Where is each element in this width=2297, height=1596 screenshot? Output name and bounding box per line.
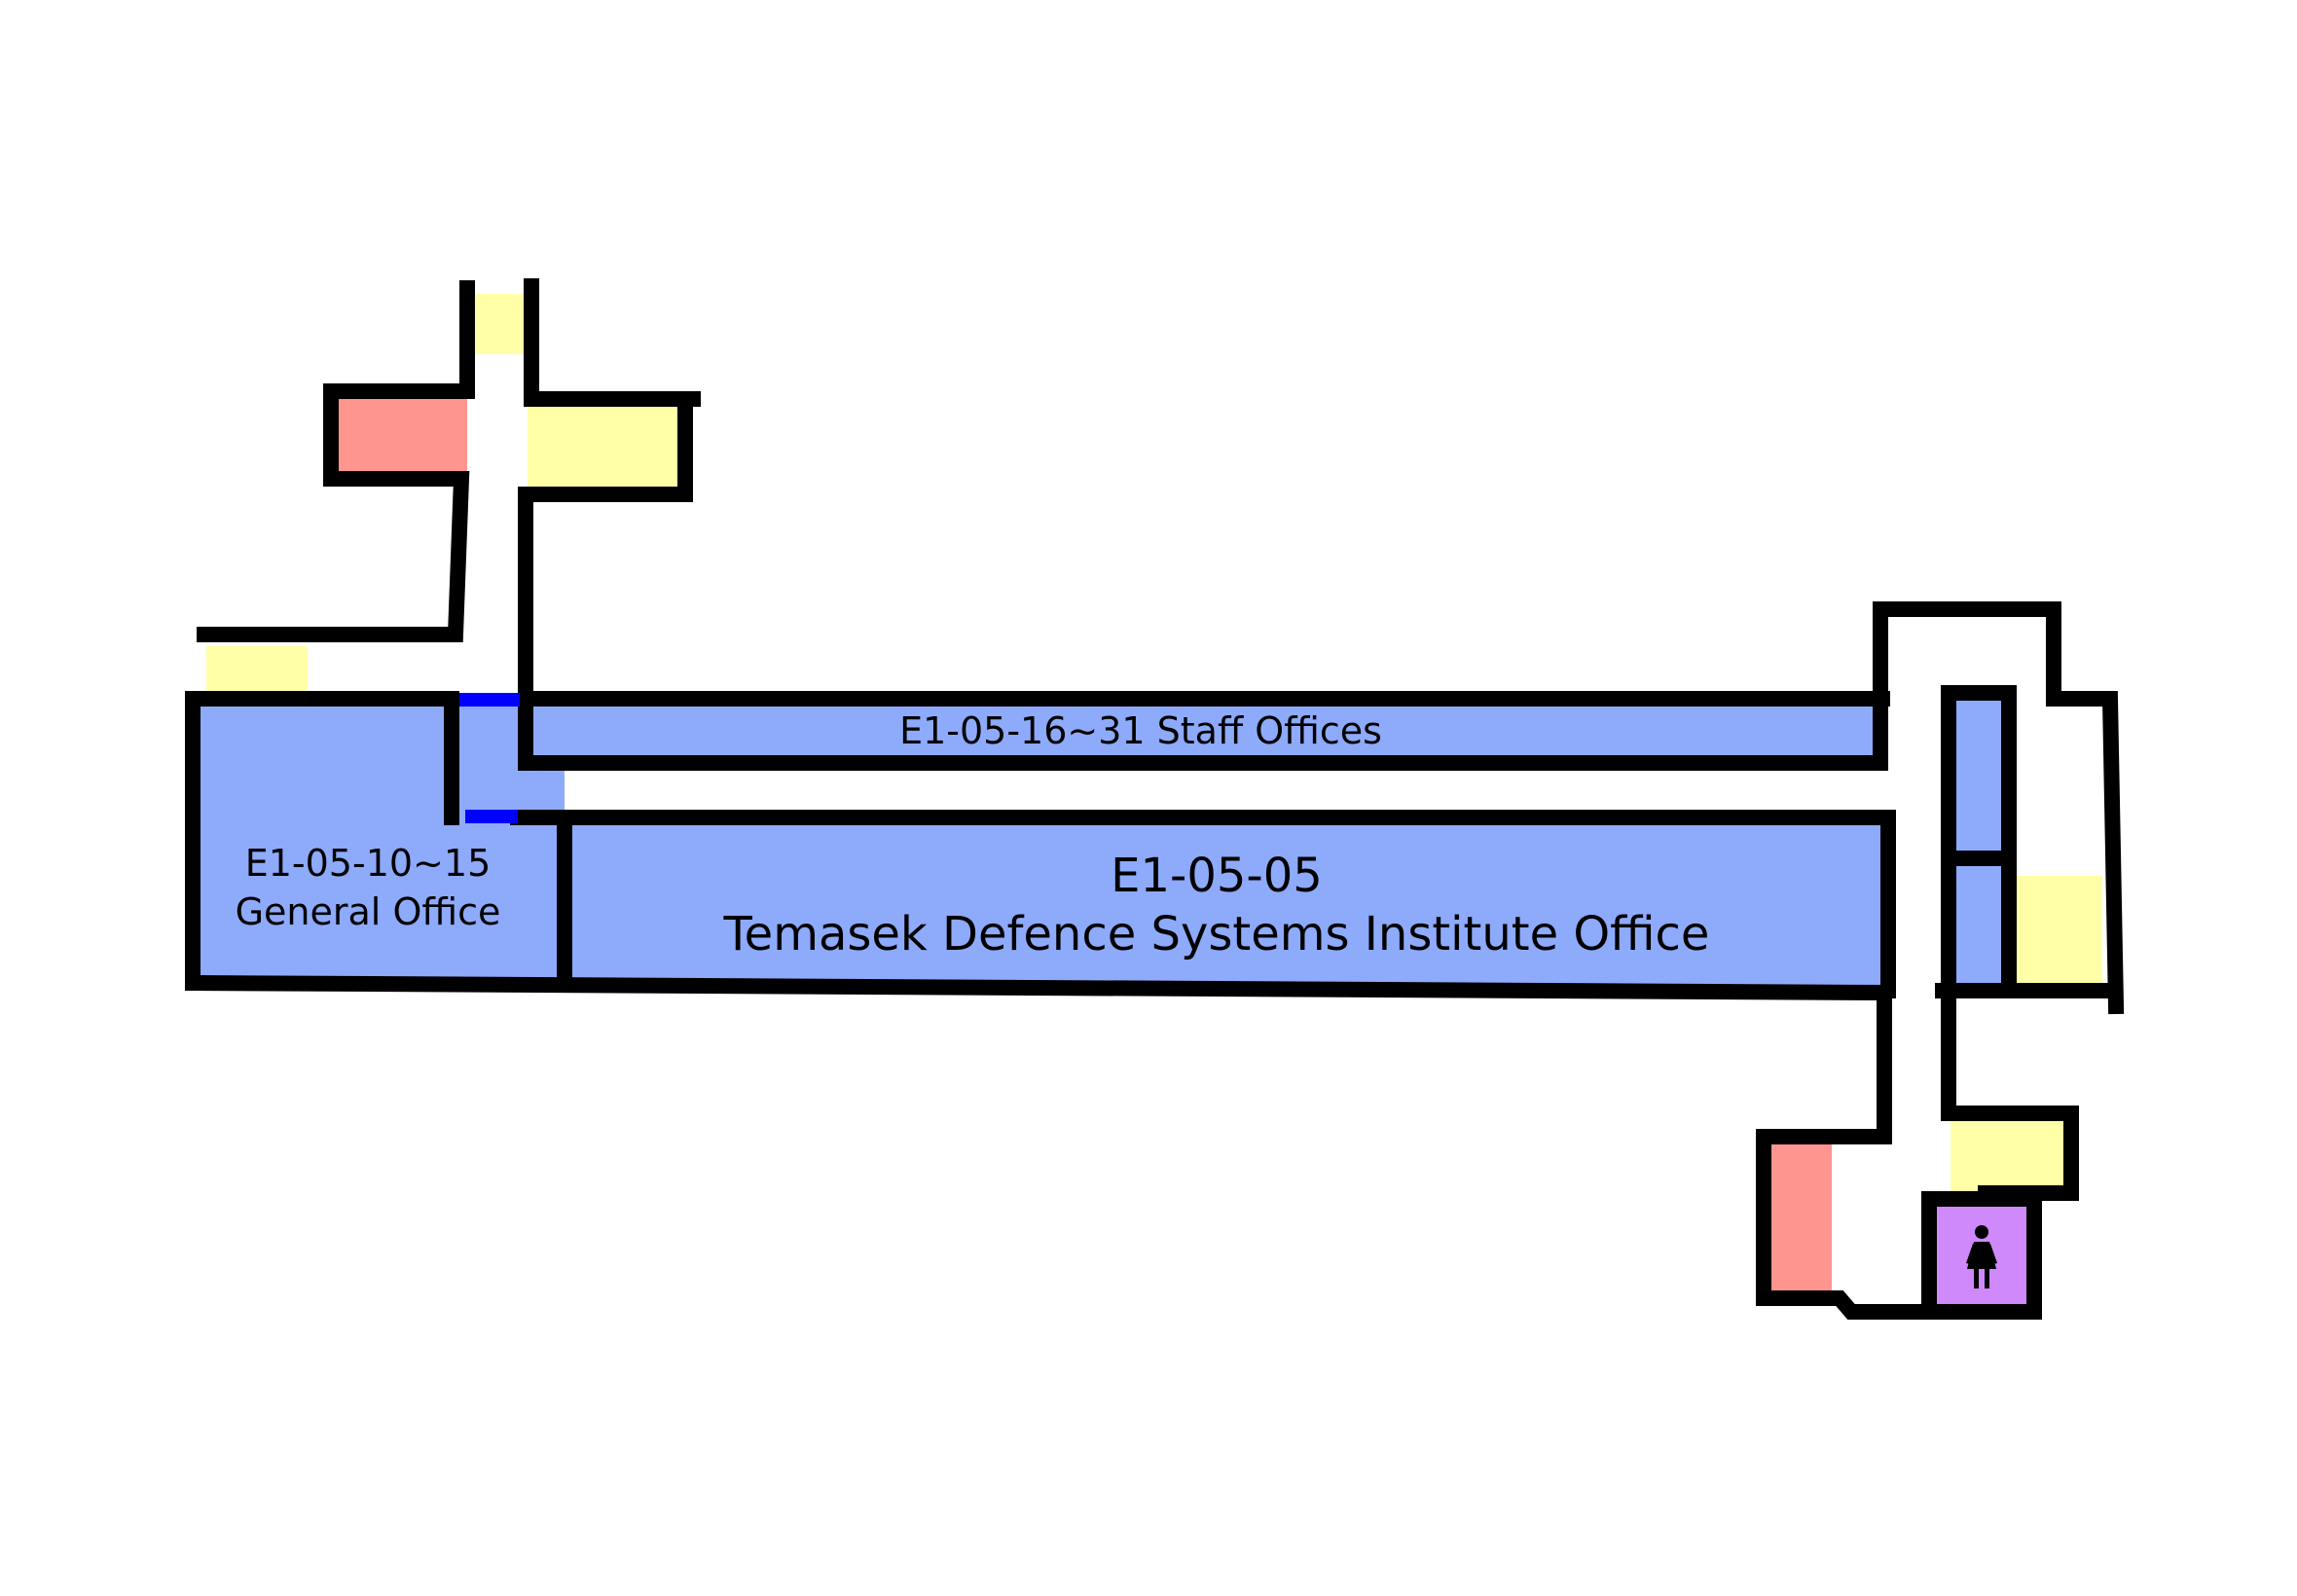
door-general-office[interactable] <box>465 810 518 823</box>
staff-offices-room[interactable] <box>526 701 1878 759</box>
institute-office-room[interactable] <box>565 817 1880 985</box>
door-staff-offices[interactable] <box>459 693 520 707</box>
institute-office-name: Temasek Defence Systems Institute Office <box>723 907 1710 961</box>
stairs-right <box>2015 876 2102 985</box>
service-room-upper <box>337 393 467 479</box>
staff-offices-label: E1-05-16~31 Staff Offices <box>899 709 1382 752</box>
right-office-lower[interactable] <box>1949 862 2009 989</box>
right-office-upper[interactable] <box>1949 693 2009 858</box>
general-office-number: E1-05-10~15 <box>245 842 492 885</box>
stairs-upper-right <box>528 407 683 490</box>
stairs-top <box>475 294 528 354</box>
stairs-lower-right <box>1951 1121 2067 1193</box>
walls <box>184 278 2125 1320</box>
service-room-lower <box>1764 1143 1832 1298</box>
general-office-room-upper <box>193 701 452 817</box>
institute-office-number: E1-05-05 <box>1111 849 1323 903</box>
general-office-name: General Office <box>236 890 501 933</box>
female-restroom-icon <box>1966 1225 1997 1288</box>
